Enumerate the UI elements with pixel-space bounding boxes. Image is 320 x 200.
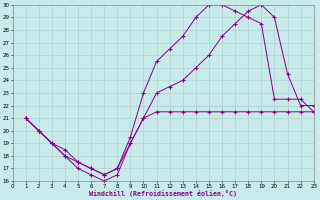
X-axis label: Windchill (Refroidissement éolien,°C): Windchill (Refroidissement éolien,°C) bbox=[89, 190, 237, 197]
